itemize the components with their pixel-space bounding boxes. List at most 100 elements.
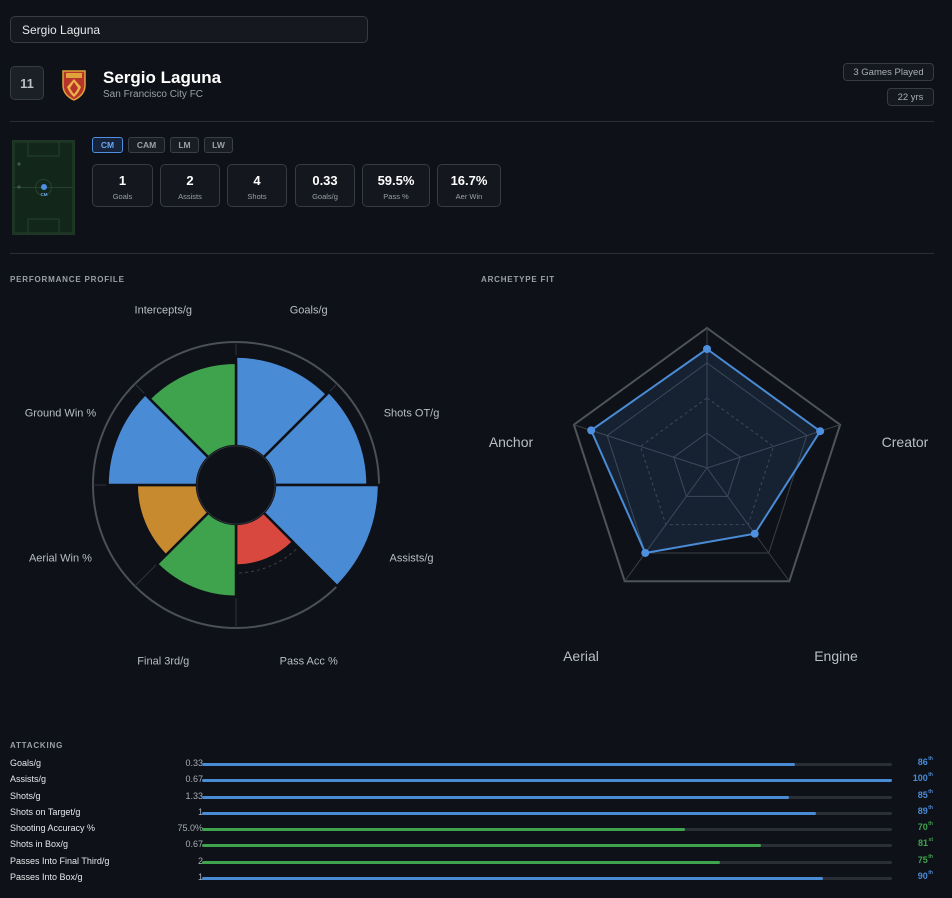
archetype-fit-heading: ARCHETYPE FIT <box>481 275 555 284</box>
radar-point <box>703 345 711 353</box>
stat-row: Goals/g 0.33 86th <box>10 756 935 773</box>
stat-label: Aer Win <box>455 192 483 201</box>
performance-profile-heading: PERFORMANCE PROFILE <box>10 275 125 284</box>
performance-profile-chart: Goals/g Shots OT/g Assists/g Pass Acc % Fina… <box>25 304 440 668</box>
stat-label: Goals <box>112 192 133 201</box>
player-search-input[interactable] <box>11 17 367 42</box>
stat-row-value: 1 <box>197 872 203 883</box>
percentile-bar-fill <box>202 860 720 864</box>
position-chip-lw[interactable]: LW <box>204 137 233 153</box>
position-chip-cam[interactable]: CAM <box>128 137 165 153</box>
club-name: San Francisco City FC <box>103 89 204 100</box>
stat-label: Pass % <box>383 192 409 201</box>
percentile-value: 100 <box>912 773 928 784</box>
percentile-suffix: th <box>928 756 933 762</box>
percentile-bar-fill <box>202 795 789 799</box>
percentile-value: 70 <box>917 822 928 833</box>
stat-row: Shooting Accuracy % 75.0% 70th <box>10 821 935 838</box>
stat-label: Goals/g <box>312 192 338 201</box>
percentile-value: 81 <box>918 838 929 849</box>
polar-axis-label: Pass Acc % <box>280 656 338 668</box>
attacking-stat-list: Goals/g 0.33 86th Assists/g 0.67 100th Shots/g… <box>10 756 935 887</box>
games-played-badge: 3 Games Played <box>843 63 934 81</box>
stat-card-shots: 4 Shots <box>227 164 287 207</box>
attacking-heading: ATTACKING <box>10 741 64 750</box>
current-position-dot <box>41 184 47 190</box>
percentile-suffix: th <box>928 853 933 860</box>
radar-axis-label: Engine <box>814 648 858 664</box>
position-pitch-map: CM <box>12 140 75 235</box>
percentile-bar-fill <box>202 811 817 815</box>
stat-card-pass-pct: 59.5% Pass % <box>362 164 430 207</box>
radar-axis-label: Anchor <box>489 434 534 450</box>
percentile-suffix: th <box>928 772 933 779</box>
divider <box>10 121 934 122</box>
percentile-label: 89th <box>917 805 933 816</box>
percentile-bar-fill <box>202 828 685 832</box>
player-search-field[interactable] <box>10 16 368 43</box>
radar-spoke <box>624 467 708 582</box>
percentile-value: 90 <box>917 871 928 882</box>
percentile-bar-track <box>202 811 892 815</box>
percentile-label: 70th <box>917 821 933 833</box>
percentile-bar-track <box>202 877 892 881</box>
stat-value: 2 <box>186 173 194 188</box>
percentile-value: 75 <box>917 854 928 865</box>
archetype-radar-chart: FinisherCreatorEngineAerialAnchor <box>489 326 929 664</box>
stat-row: Assists/g 0.67 100th <box>10 772 935 789</box>
stat-row-value: 0.33 <box>185 758 203 768</box>
percentile-suffix: th <box>928 870 933 877</box>
percentile-value: 85 <box>917 789 928 800</box>
radar-point <box>750 529 759 538</box>
position-chip-lm[interactable]: LM <box>170 137 199 153</box>
stat-row-name: Passes Into Final Third/g <box>10 855 110 866</box>
percentile-suffix: th <box>928 821 933 828</box>
percentile-bar-fill <box>202 763 796 766</box>
stat-row: Shots in Box/g 0.67 81st <box>10 837 935 854</box>
stat-value: 1 <box>118 173 127 188</box>
radar-grid-ring <box>606 362 808 554</box>
stat-card-assists: 2 Assists <box>160 164 220 207</box>
polar-center-hole <box>196 445 276 525</box>
stat-row-name: Shots on Target/g <box>10 806 81 817</box>
radar-grid-ring <box>673 432 741 497</box>
other-position-dot <box>17 185 21 189</box>
stat-row-value: 0.67 <box>185 774 203 785</box>
polar-axis-label: Assists/g <box>390 553 434 565</box>
other-position-dot <box>17 162 21 166</box>
percentile-label: 81st <box>918 837 933 849</box>
club-crest-icon <box>62 70 86 101</box>
polar-axis-label: Ground Win % <box>25 407 97 419</box>
stat-row-value: 0.67 <box>185 839 203 850</box>
polar-axis-label: Final 3rd/g <box>137 656 189 668</box>
stat-row-value: 1.33 <box>185 790 203 801</box>
percentile-value: 89 <box>917 805 928 816</box>
stat-row: Shots on Target/g 1 89th <box>10 805 935 822</box>
stat-row-value: 1 <box>197 806 203 817</box>
percentile-bar-track <box>202 828 892 832</box>
percentile-value: 86 <box>917 757 928 767</box>
radar-grid-ring <box>639 397 775 526</box>
stat-row: Passes Into Box/g 1 90th <box>10 870 935 887</box>
percentile-bar-track <box>202 763 892 766</box>
position-chip-cm[interactable]: CM <box>92 137 123 153</box>
pitch-position-label: CM <box>41 192 48 197</box>
stat-row-value: 2 <box>197 855 203 866</box>
age-badge: 22 yrs <box>887 88 934 106</box>
polar-axis-label: Goals/g <box>290 304 328 316</box>
radar-outer-ring <box>572 326 842 583</box>
percentile-label: 86th <box>917 756 933 767</box>
percentile-bar-track <box>202 795 892 799</box>
stat-card-aerial-win: 16.7% Aer Win <box>437 164 501 207</box>
stat-row-name: Goals/g <box>10 758 42 768</box>
stat-label: Shots <box>247 192 267 201</box>
percentile-bar-track <box>202 844 892 848</box>
radar-axis-label: Creator <box>882 434 929 450</box>
percentile-bar-track <box>202 779 892 783</box>
stat-row: Passes Into Final Third/g 2 75th <box>10 853 935 871</box>
radar-value-area <box>589 347 822 555</box>
polar-axis-label: Shots OT/g <box>384 407 440 419</box>
jersey-number: 11 <box>10 66 44 100</box>
stat-row-name: Shots in Box/g <box>10 839 69 850</box>
percentile-label: 85th <box>917 789 933 800</box>
